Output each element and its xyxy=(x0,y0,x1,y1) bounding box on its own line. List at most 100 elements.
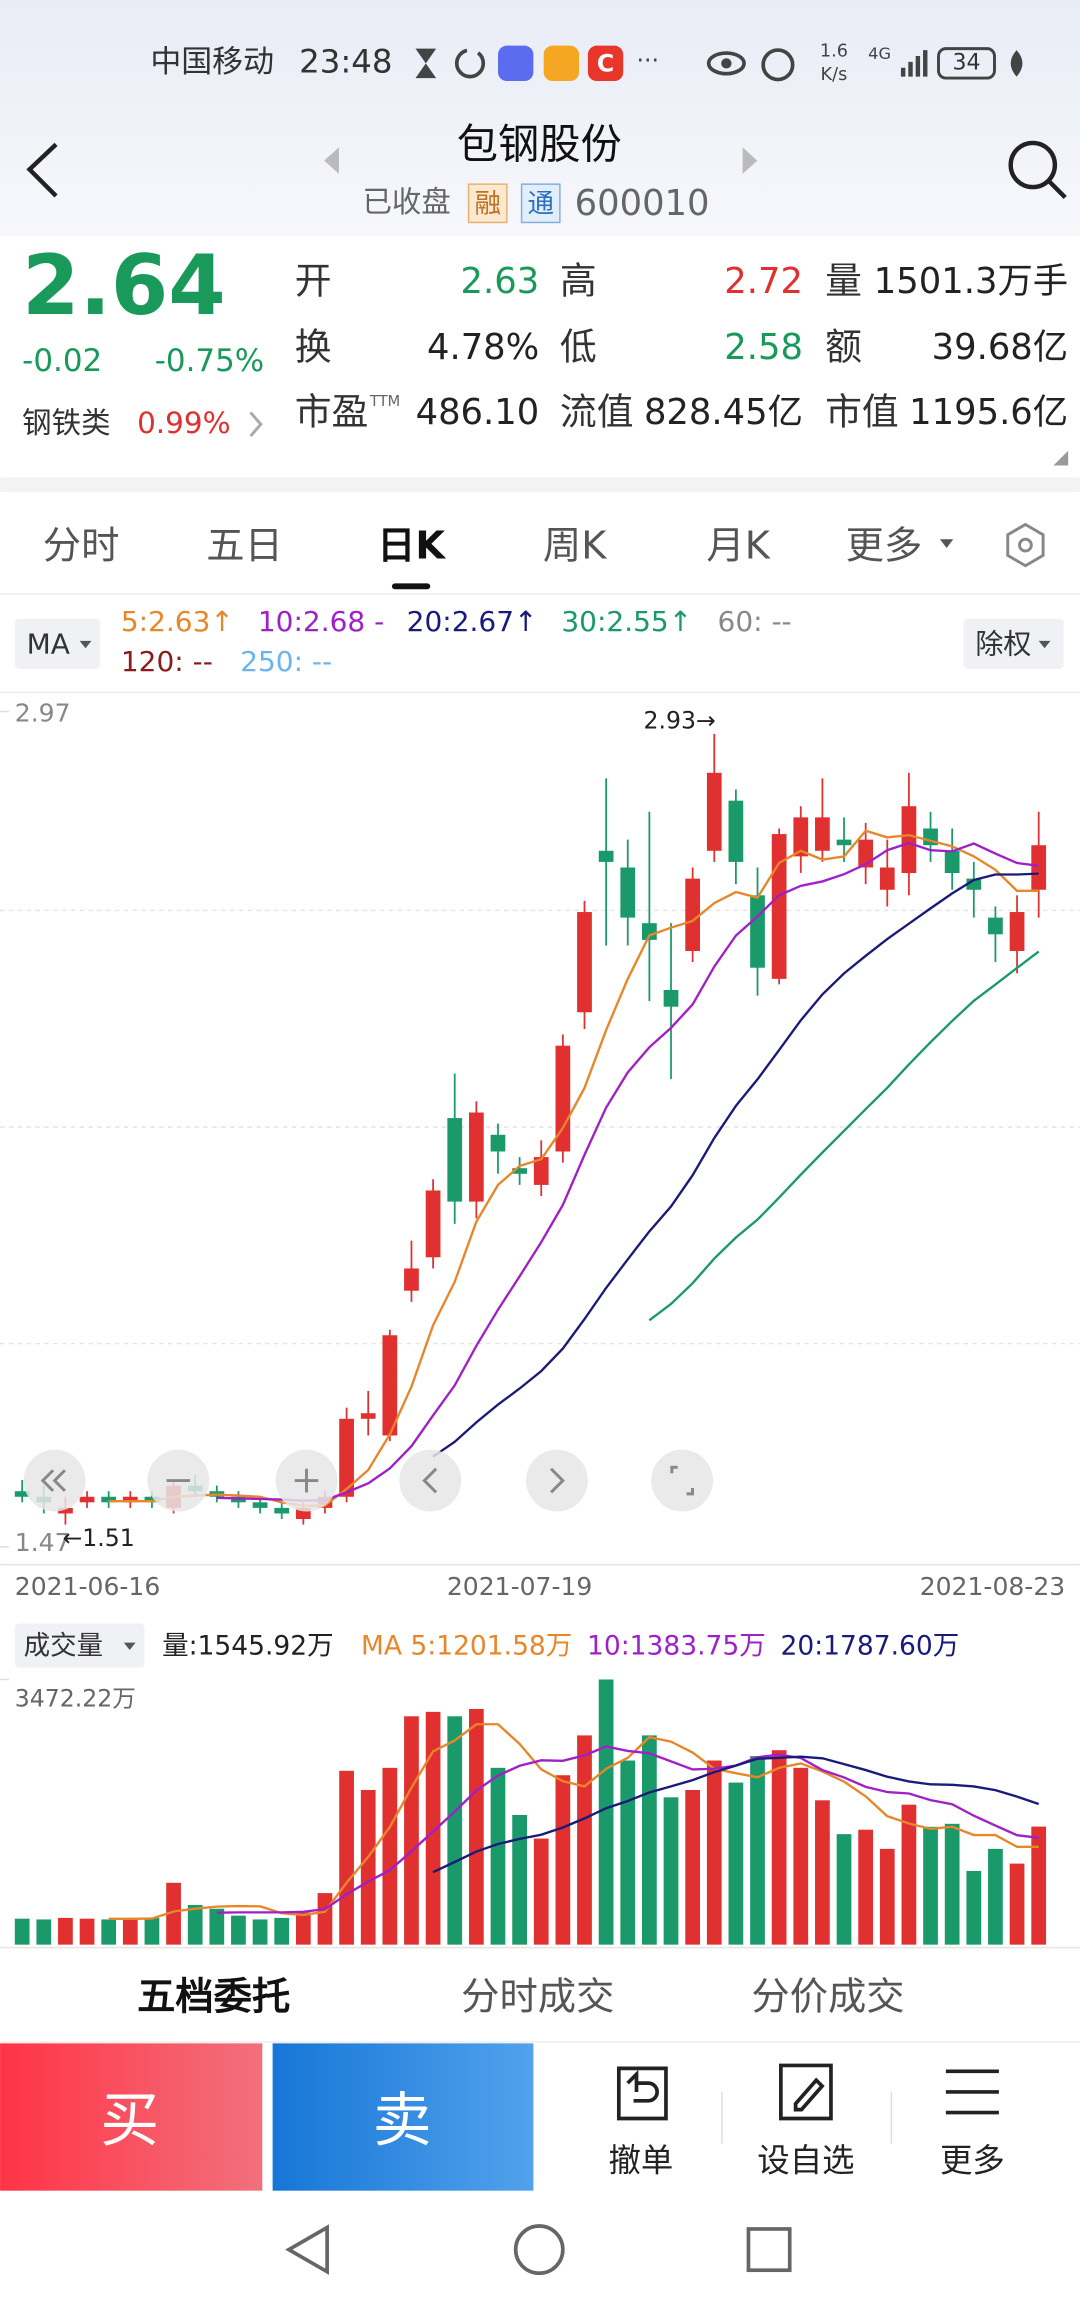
bottom-tab[interactable]: 五档委托 xyxy=(137,1975,290,2020)
scroll-right[interactable] xyxy=(526,1449,588,1512)
adjust-select[interactable] xyxy=(963,618,1064,669)
volume-bar xyxy=(728,1782,744,1945)
nav-back[interactable] xyxy=(285,2224,329,2275)
volume-bar xyxy=(771,1750,787,1945)
volume-bar xyxy=(382,1767,398,1945)
volume-bar xyxy=(58,1917,73,1945)
search-button[interactable] xyxy=(1008,140,1067,199)
field-value: 1195.6亿 xyxy=(909,392,1068,433)
sector-arrow[interactable] xyxy=(249,411,263,438)
bottom-tab[interactable]: 分价成交 xyxy=(751,1975,904,2020)
expand-corner[interactable] xyxy=(1053,450,1069,466)
network-type: 4G xyxy=(868,44,891,63)
tab[interactable]: 分时 xyxy=(43,524,120,569)
ma-legend-item: 20:2.67↑ xyxy=(407,605,538,638)
tool-labels: 撤单 设自选 更多 xyxy=(609,2142,1005,2180)
indicator-select[interactable] xyxy=(14,618,101,669)
volume-bar xyxy=(944,1823,960,1945)
volume-bar xyxy=(533,1838,549,1945)
settings-button[interactable] xyxy=(1006,522,1045,568)
candle-body xyxy=(988,917,1003,935)
max-annotation: 2.93→ xyxy=(644,707,716,735)
volume-bar xyxy=(685,1789,701,1945)
y-tick-label: 3472.22万 xyxy=(15,1685,136,1713)
settings-dot xyxy=(1018,537,1033,553)
tag-box xyxy=(467,183,508,224)
nav-recent[interactable] xyxy=(746,2227,792,2273)
candle-body xyxy=(79,1496,95,1503)
dropdown-caret xyxy=(939,539,954,549)
volume-bar xyxy=(858,1829,874,1945)
ma-line xyxy=(432,872,1039,1458)
tool-label[interactable]: 设自选 xyxy=(757,2142,854,2180)
battery-level: 34 xyxy=(952,49,980,75)
next-stock[interactable] xyxy=(742,147,758,174)
indicator-name[interactable]: MA xyxy=(27,627,70,660)
volume-bar xyxy=(425,1711,441,1945)
tool-label[interactable]: 撤单 xyxy=(609,2142,674,2180)
candle-body xyxy=(58,1507,73,1514)
volume-chart: MA 5:1201.58万 10:1383.75万 20:1787.60万 3472.… xyxy=(0,1631,1047,1945)
sector-name[interactable]: 钢铁类 xyxy=(22,406,110,440)
status-icons: C ··· xyxy=(415,45,1023,82)
field-value: 2.72 xyxy=(724,261,803,302)
candle-body xyxy=(555,1045,571,1152)
sell-label[interactable]: 卖 xyxy=(373,2085,432,2154)
field-label: 低 xyxy=(560,326,597,369)
candle-body xyxy=(360,1413,376,1419)
candle-body xyxy=(620,867,636,918)
candle-body xyxy=(339,1418,354,1497)
volume-bar xyxy=(404,1716,419,1945)
dropdown-caret xyxy=(1038,640,1051,649)
fullscreen[interactable] xyxy=(651,1449,714,1512)
ma-line xyxy=(432,1755,1040,1874)
volume-bar xyxy=(966,1870,982,1945)
ma-legend-item: 30:2.55↑ xyxy=(561,605,692,638)
sell-button[interactable] xyxy=(272,2043,534,2191)
back-button[interactable] xyxy=(26,142,58,198)
volume-bar xyxy=(1031,1826,1047,1945)
field-label: 高 xyxy=(560,259,597,302)
sector-pct[interactable]: 0.99% xyxy=(137,406,231,440)
tab[interactable]: 日K xyxy=(377,524,446,569)
field-label-sup: TTM xyxy=(369,393,400,410)
volume-name[interactable]: 成交量 xyxy=(24,1631,104,1662)
ma-line xyxy=(216,841,1039,1502)
field-label: 换 xyxy=(295,326,332,369)
tab[interactable]: 五日 xyxy=(206,524,283,569)
tab[interactable]: 月K xyxy=(706,524,770,569)
tool-icons xyxy=(616,2063,999,2144)
candle-body xyxy=(901,806,917,874)
tab[interactable]: 周K xyxy=(543,524,607,569)
candle-body xyxy=(1009,912,1025,952)
volume-bar xyxy=(166,1882,181,1945)
tab[interactable]: 更多 xyxy=(846,524,923,569)
volume-ma-legend: 10:1383.75万 xyxy=(587,1631,766,1662)
scroll-left[interactable] xyxy=(399,1449,462,1512)
bottom-tab[interactable]: 分时成交 xyxy=(461,1975,614,2020)
price-change: -0.02 xyxy=(22,343,102,379)
clock: 23:48 xyxy=(299,42,392,80)
volume-select[interactable] xyxy=(14,1623,145,1668)
svg-text:C: C xyxy=(597,49,614,77)
volume-bar xyxy=(36,1919,52,1945)
candle-body xyxy=(771,834,787,979)
volume-bar xyxy=(468,1708,484,1945)
volume-bar xyxy=(447,1716,463,1945)
volume-bar xyxy=(360,1789,376,1945)
volume-ma-legend: MA 5:1201.58万 xyxy=(361,1631,572,1662)
buy-button[interactable] xyxy=(0,2043,263,2191)
volume-bar xyxy=(490,1767,506,1945)
field-value: 486.10 xyxy=(416,392,540,433)
buy-label[interactable]: 买 xyxy=(100,2085,159,2154)
volume-bar xyxy=(663,1797,679,1945)
prev-stock[interactable] xyxy=(324,147,339,174)
candle-body xyxy=(144,1496,160,1503)
dropdown-caret xyxy=(123,1642,136,1650)
bottom-tabs: 五档委托 分时成交 分价成交 xyxy=(137,1975,905,2020)
nav-home[interactable] xyxy=(513,2224,565,2276)
tool-label[interactable]: 更多 xyxy=(940,2142,1005,2180)
adjust-label[interactable]: 除权 xyxy=(975,627,1031,660)
candle-body xyxy=(404,1268,419,1291)
